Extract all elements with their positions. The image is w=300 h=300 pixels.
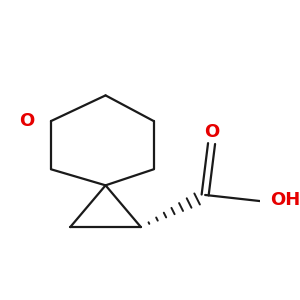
- Text: O: O: [19, 112, 34, 130]
- Text: OH: OH: [270, 191, 300, 209]
- Text: O: O: [204, 123, 219, 141]
